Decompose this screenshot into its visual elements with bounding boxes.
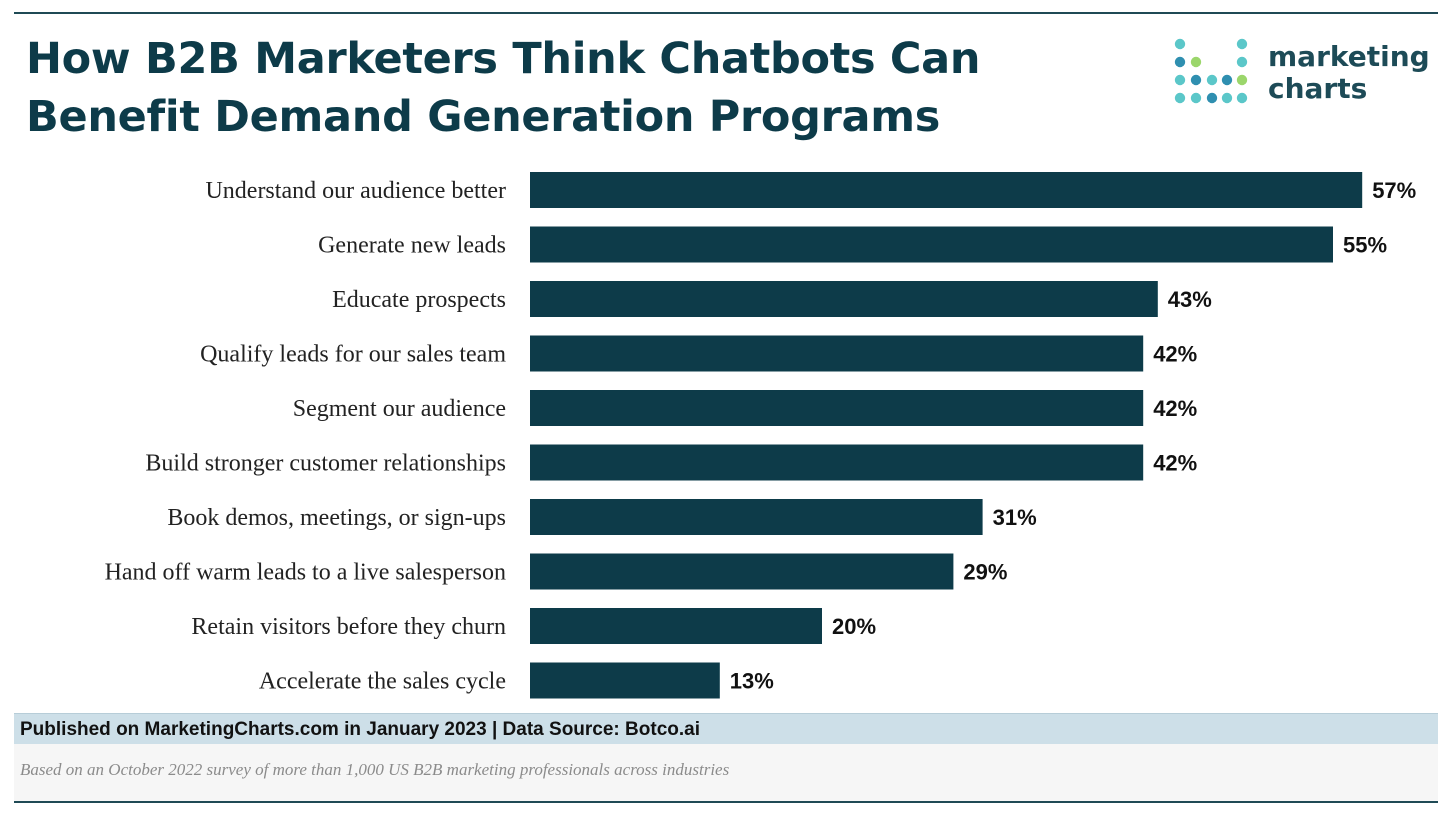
value-label: 57% xyxy=(1372,178,1416,203)
logo-dot xyxy=(1236,38,1248,50)
logo-dot xyxy=(1206,92,1218,104)
logo-dot xyxy=(1206,74,1218,86)
logo-dot xyxy=(1190,92,1202,104)
category-label: Qualify leads for our sales team xyxy=(200,342,506,368)
category-label: Hand off warm leads to a live salesperso… xyxy=(105,560,506,586)
marketingcharts-logo: marketing charts xyxy=(1172,38,1442,118)
value-label: 31% xyxy=(993,505,1037,530)
bar xyxy=(530,662,720,699)
value-label: 13% xyxy=(730,669,774,694)
logo-dot xyxy=(1174,74,1186,86)
logo-dots-icon xyxy=(1174,38,1248,104)
logo-dot xyxy=(1174,38,1186,50)
logo-dot xyxy=(1236,92,1248,104)
chart-title-line-1: How B2B Marketers Think Chatbots Can xyxy=(26,34,981,84)
bar xyxy=(530,226,1333,263)
source-band: Published on MarketingCharts.com in Janu… xyxy=(14,713,1438,744)
category-label: Book demos, meetings, or sign-ups xyxy=(167,505,506,531)
logo-dot xyxy=(1236,74,1248,86)
logo-dot xyxy=(1221,74,1233,86)
value-label: 20% xyxy=(832,614,876,639)
value-label: 42% xyxy=(1153,451,1197,476)
bar xyxy=(530,499,983,535)
logo-dot xyxy=(1221,92,1233,104)
bar xyxy=(530,444,1144,481)
category-label: Build stronger customer relationships xyxy=(145,451,506,477)
bar-chart: Understand our audience better 57% Generat… xyxy=(105,172,1416,699)
logo-dot xyxy=(1190,56,1202,68)
survey-note: Based on an October 2022 survey of more … xyxy=(20,760,730,779)
logo-dot xyxy=(1236,56,1248,68)
logo-dot xyxy=(1174,92,1186,104)
value-label: 42% xyxy=(1153,342,1197,367)
chart-title-line-2: Benefit Demand Generation Programs xyxy=(26,92,941,142)
bar xyxy=(530,553,954,590)
value-label: 29% xyxy=(963,560,1007,585)
bar xyxy=(530,281,1158,317)
chart-title: How B2B Marketers Think Chatbots Can Ben… xyxy=(26,30,1026,146)
category-label: Generate new leads xyxy=(318,233,506,259)
logo-dot xyxy=(1190,74,1202,86)
logo-word-marketing: marketing xyxy=(1268,40,1430,73)
logo-word-charts: charts xyxy=(1268,72,1368,105)
value-label: 55% xyxy=(1343,233,1387,258)
bar xyxy=(530,335,1144,372)
bar xyxy=(530,608,822,644)
bar xyxy=(530,172,1363,208)
category-label: Retain visitors before they churn xyxy=(191,614,506,640)
note-area: Based on an October 2022 survey of more … xyxy=(14,744,1438,801)
value-label: 42% xyxy=(1153,396,1197,421)
category-label: Accelerate the sales cycle xyxy=(259,669,506,695)
value-label: 43% xyxy=(1168,287,1212,312)
bar xyxy=(530,390,1144,426)
source-text: Published on MarketingCharts.com in Janu… xyxy=(20,719,700,740)
category-label: Segment our audience xyxy=(293,396,506,422)
bottom-rule xyxy=(14,801,1438,803)
top-rule xyxy=(14,12,1438,14)
category-label: Educate prospects xyxy=(332,287,506,313)
category-label: Understand our audience better xyxy=(205,178,506,204)
logo-dot xyxy=(1174,56,1186,68)
